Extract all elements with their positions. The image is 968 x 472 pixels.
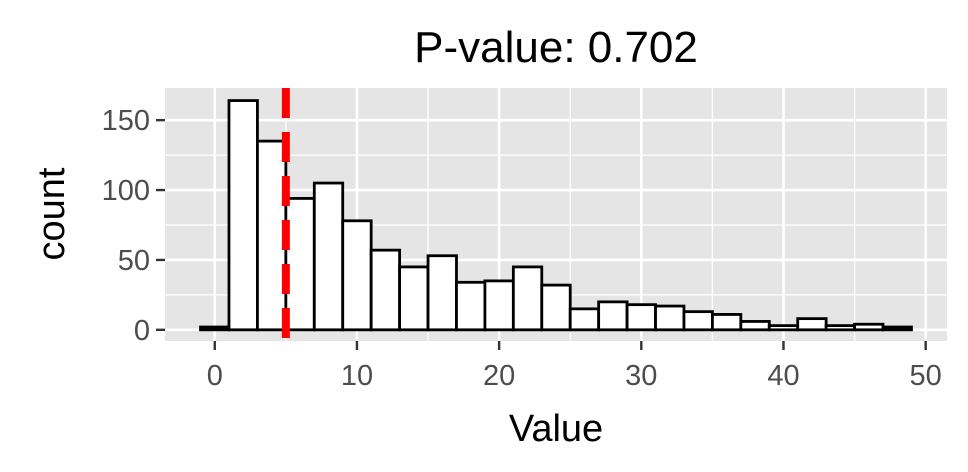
x-tick-label: 30	[625, 360, 657, 392]
histogram-bars	[199, 99, 913, 332]
histogram-bar	[739, 320, 771, 332]
histogram-bar	[853, 322, 885, 332]
y-tick-label: 0	[134, 315, 150, 347]
x-axis: 0 10 20 30 40 50	[207, 341, 942, 392]
y-axis-title: count	[31, 167, 73, 260]
x-tick-label: 10	[341, 360, 373, 392]
histogram-bar	[597, 300, 629, 332]
histogram-bar	[227, 99, 259, 332]
histogram-bar	[511, 265, 544, 332]
histogram-bar	[369, 248, 401, 332]
x-axis-title: Value	[509, 408, 603, 450]
histogram-bar	[284, 197, 316, 332]
histogram-bar	[398, 265, 430, 332]
histogram-bar	[824, 324, 856, 332]
x-tick-label: 40	[767, 360, 799, 392]
histogram-bar	[625, 303, 657, 332]
histogram-bar	[256, 139, 288, 332]
x-tick-label: 0	[207, 360, 223, 392]
histogram-bar	[341, 219, 373, 332]
histogram-bar	[312, 181, 345, 332]
y-tick-label: 100	[102, 175, 150, 207]
histogram-bar	[682, 310, 714, 332]
x-tick-label: 20	[483, 360, 515, 392]
x-tick-label: 50	[910, 360, 942, 392]
histogram-bar	[881, 325, 913, 332]
chart-title: P-value: 0.702	[414, 23, 698, 72]
histogram-bar	[483, 279, 515, 332]
histogram-bar	[711, 313, 743, 332]
y-tick-label: 150	[102, 105, 150, 137]
histogram-bar	[767, 324, 800, 332]
histogram-bar	[796, 317, 828, 332]
histogram-bar	[540, 283, 572, 332]
histogram-bar	[568, 307, 601, 332]
y-tick-label: 50	[118, 245, 150, 277]
y-axis: 0 50 100 150	[102, 105, 165, 347]
histogram-bar	[455, 280, 487, 332]
histogram-bar	[654, 304, 686, 332]
histogram-bar	[426, 254, 458, 332]
histogram-bar	[199, 325, 231, 332]
